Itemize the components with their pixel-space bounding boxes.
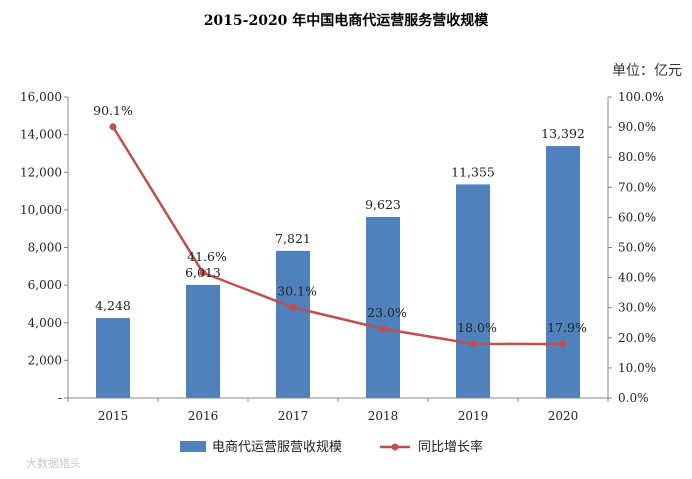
bar-series — [96, 146, 580, 398]
growth-point-2019 — [469, 340, 477, 348]
data-labels: 4,248 6,013 7,821 9,623 11,355 13,392 90.1% 41.… — [93, 103, 587, 335]
legend: 电商代运营服营收规模 同比增长率 — [180, 439, 483, 455]
right-tick-label: 100.0% — [618, 90, 664, 104]
growth-value-label: 18.0% — [457, 320, 497, 335]
growth-point-2017 — [289, 303, 297, 311]
line-series — [109, 123, 567, 348]
right-tick-label: 10.0% — [618, 361, 656, 375]
growth-value-label: 90.1% — [93, 103, 133, 118]
left-tick-label: - — [58, 391, 62, 405]
right-tick-label: 30.0% — [618, 301, 656, 315]
legend-line-marker — [391, 443, 399, 451]
growth-point-2015 — [109, 123, 117, 131]
right-tick-label: 20.0% — [618, 331, 656, 345]
bar-2016 — [186, 284, 220, 398]
legend-bar-label: 电商代运营服营收规模 — [212, 440, 342, 455]
right-tick-label: 50.0% — [618, 241, 656, 255]
left-tick-label: 8,000 — [28, 241, 62, 255]
bar-value-label: 7,821 — [275, 231, 311, 246]
x-tick-label: 2018 — [368, 409, 399, 423]
bar-2017 — [276, 250, 310, 398]
growth-point-2020 — [559, 340, 567, 348]
chart-title: 2015-2020 年中国电商代运营服务营收规模 — [204, 12, 490, 29]
bar-value-label: 13,392 — [541, 126, 585, 141]
unit-label: 单位：亿元 — [612, 63, 682, 79]
right-tick-label: 70.0% — [618, 180, 656, 194]
growth-value-label: 23.0% — [367, 305, 407, 320]
right-tick-label: 80.0% — [618, 150, 656, 164]
growth-value-label: 30.1% — [277, 283, 317, 298]
bar-2018 — [366, 216, 400, 398]
x-tick-label: 2020 — [548, 409, 579, 423]
growth-value-label: 17.9% — [547, 320, 587, 335]
bar-2015 — [96, 318, 130, 398]
left-tick-label: 10,000 — [20, 203, 62, 217]
right-tick-label: 90.0% — [618, 120, 656, 134]
axes: - 2,000 4,000 6,000 8,000 10,000 12,000 14,000 1… — [20, 90, 664, 423]
left-tick-label: 12,000 — [20, 165, 62, 179]
legend-bar-swatch — [180, 441, 206, 452]
x-tick-label: 2015 — [98, 409, 129, 423]
left-tick-label: 2,000 — [28, 353, 62, 367]
legend-line-label: 同比增长率 — [418, 439, 483, 455]
bar-value-label: 9,623 — [365, 197, 401, 212]
bar-value-label: 11,355 — [451, 164, 495, 179]
growth-point-2016 — [199, 269, 207, 277]
growth-line — [111, 126, 564, 346]
right-tick-label: 0.0% — [618, 391, 649, 405]
right-tick-label: 60.0% — [618, 210, 656, 224]
left-tick-label: 4,000 — [28, 316, 62, 330]
right-tick-label: 40.0% — [618, 271, 656, 285]
bar-value-label: 4,248 — [95, 298, 131, 313]
bar-2020 — [546, 146, 580, 398]
x-tick-label: 2016 — [188, 409, 219, 423]
bar-value-label: 6,013 — [185, 265, 221, 280]
bar-2019 — [456, 184, 490, 398]
growth-point-2018 — [379, 325, 387, 333]
growth-value-label: 41.6% — [187, 249, 227, 264]
left-tick-label: 14,000 — [20, 128, 62, 142]
left-tick-label: 6,000 — [28, 278, 62, 292]
left-tick-label: 16,000 — [20, 90, 62, 104]
watermark-text: 大数据猎头 — [26, 456, 81, 470]
x-tick-label: 2019 — [458, 409, 489, 423]
x-tick-label: 2017 — [278, 409, 309, 423]
